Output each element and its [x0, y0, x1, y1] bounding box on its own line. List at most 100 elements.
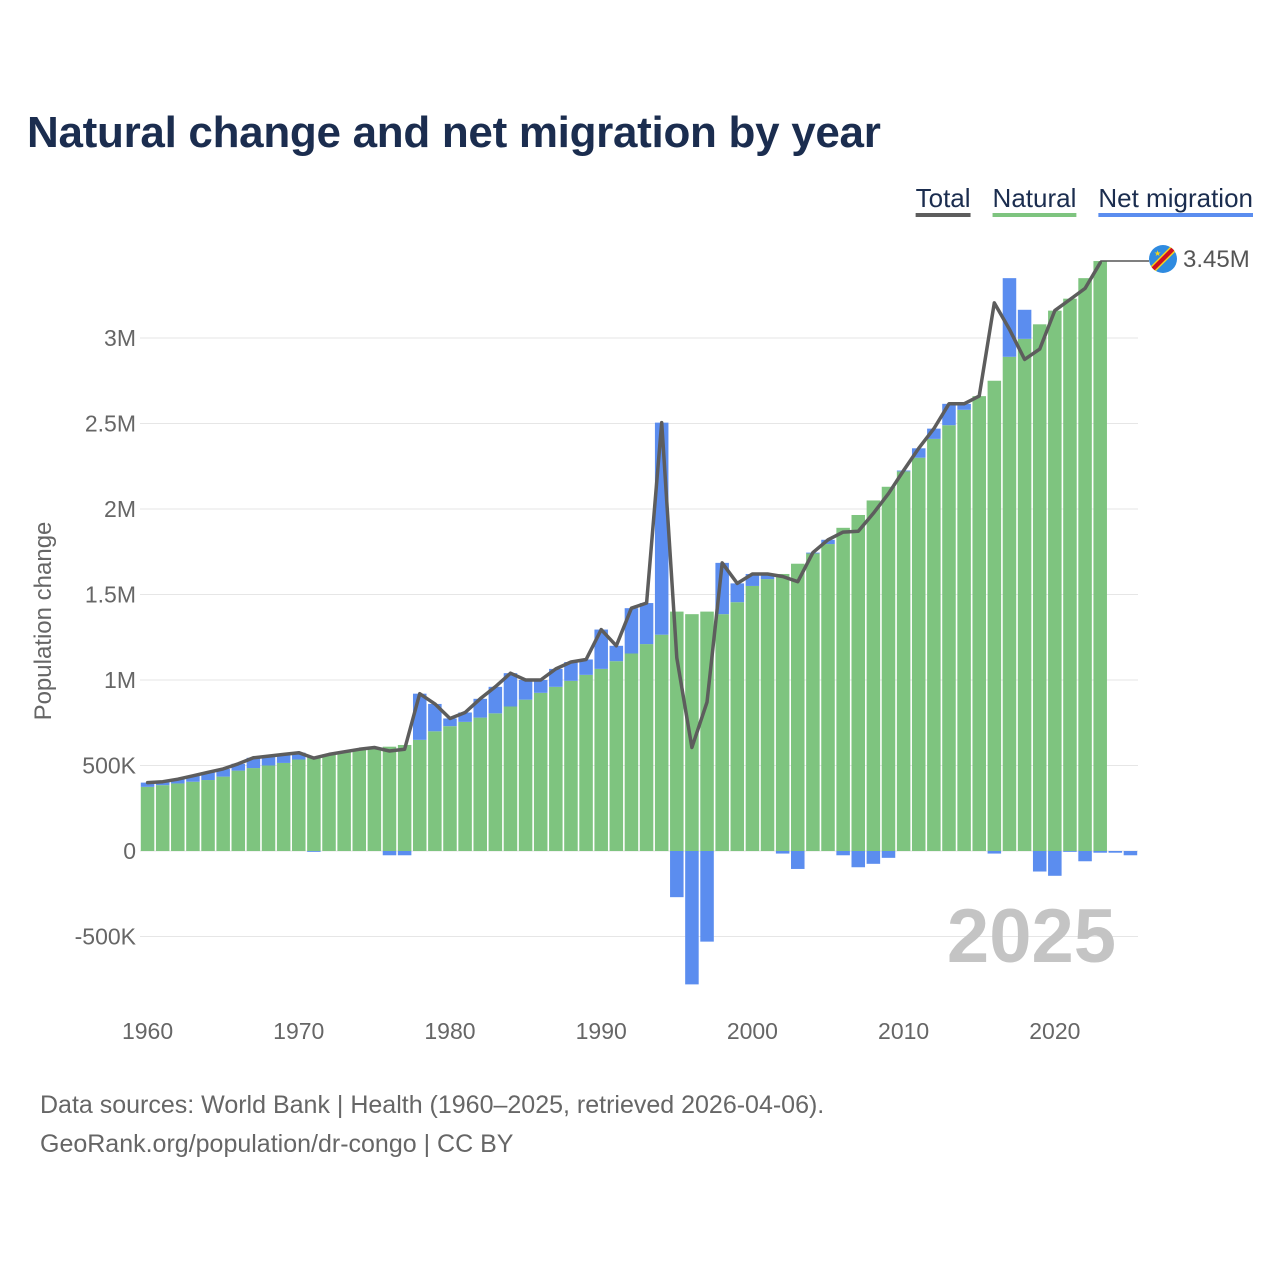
net-migration-bar[interactable] — [533, 680, 548, 693]
natural-bar[interactable] — [957, 409, 971, 851]
natural-bar[interactable] — [851, 514, 866, 851]
net-migration-bar[interactable] — [654, 422, 669, 635]
net-migration-bar[interactable] — [927, 428, 941, 439]
natural-bar[interactable] — [987, 380, 1002, 851]
natural-bar[interactable] — [564, 680, 578, 851]
net-migration-bar[interactable] — [1078, 851, 1092, 862]
natural-bar[interactable] — [1048, 310, 1062, 851]
natural-bar[interactable] — [927, 438, 941, 851]
natural-bar[interactable] — [276, 762, 291, 851]
natural-bar[interactable] — [533, 692, 548, 851]
sources-line-2[interactable]: GeoRank.org/population/dr-congo | CC BY — [40, 1130, 514, 1158]
natural-bar[interactable] — [216, 776, 230, 851]
natural-bar[interactable] — [866, 500, 881, 851]
natural-bar[interactable] — [760, 579, 775, 851]
natural-bar[interactable] — [775, 573, 790, 851]
natural-bar[interactable] — [579, 674, 593, 851]
net-migration-bar[interactable] — [670, 851, 684, 898]
natural-bar[interactable] — [337, 751, 351, 851]
natural-bar[interactable] — [292, 759, 306, 851]
net-migration-bar[interactable] — [155, 781, 170, 786]
net-migration-bar[interactable] — [261, 756, 276, 766]
net-migration-bar[interactable] — [382, 851, 397, 856]
natural-bar[interactable] — [322, 754, 336, 851]
net-migration-bar[interactable] — [307, 851, 321, 852]
natural-bar[interactable] — [972, 396, 986, 851]
natural-bar[interactable] — [367, 747, 382, 851]
net-migration-bar[interactable] — [881, 851, 896, 858]
natural-bar[interactable] — [231, 770, 246, 851]
natural-bar[interactable] — [473, 717, 487, 851]
net-migration-bar[interactable] — [397, 851, 412, 856]
natural-bar[interactable] — [397, 744, 412, 851]
net-migration-bar[interactable] — [216, 768, 230, 777]
natural-bar[interactable] — [201, 780, 215, 851]
natural-bar[interactable] — [654, 634, 669, 851]
natural-bar[interactable] — [155, 785, 170, 851]
net-migration-bar[interactable] — [609, 645, 624, 662]
net-migration-bar[interactable] — [503, 673, 518, 707]
legend-item-natural[interactable]: Natural — [993, 183, 1077, 213]
net-migration-bar[interactable] — [201, 772, 215, 781]
net-migration-bar[interactable] — [458, 712, 472, 722]
natural-bar[interactable] — [609, 661, 624, 851]
natural-bar[interactable] — [730, 602, 745, 851]
net-migration-bar[interactable] — [579, 659, 593, 675]
natural-bar[interactable] — [911, 457, 926, 851]
net-migration-bar[interactable] — [564, 662, 578, 681]
natural-bar[interactable] — [246, 768, 261, 851]
net-migration-bar[interactable] — [987, 851, 1002, 854]
natural-bar[interactable] — [624, 653, 639, 851]
natural-bar[interactable] — [942, 425, 956, 851]
natural-bar[interactable] — [382, 746, 397, 851]
net-migration-bar[interactable] — [1017, 309, 1032, 339]
net-migration-bar[interactable] — [745, 573, 760, 586]
natural-bar[interactable] — [186, 781, 200, 851]
net-migration-bar[interactable] — [443, 718, 457, 727]
natural-bar[interactable] — [412, 739, 427, 851]
net-migration-bar[interactable] — [775, 851, 790, 854]
net-migration-bar[interactable] — [140, 782, 155, 787]
natural-bar[interactable] — [1078, 278, 1092, 851]
net-migration-bar[interactable] — [171, 779, 185, 784]
natural-bar[interactable] — [594, 668, 608, 851]
net-migration-bar[interactable] — [685, 851, 699, 985]
natural-bar[interactable] — [685, 614, 699, 851]
natural-bar[interactable] — [428, 731, 442, 851]
net-migration-bar[interactable] — [866, 851, 881, 864]
net-migration-bar[interactable] — [836, 851, 850, 856]
natural-bar[interactable] — [881, 486, 896, 851]
natural-bar[interactable] — [1063, 298, 1077, 851]
natural-bar[interactable] — [745, 585, 760, 851]
net-migration-bar[interactable] — [488, 686, 503, 714]
natural-bar[interactable] — [791, 563, 805, 851]
net-migration-bar[interactable] — [292, 752, 306, 760]
net-migration-bar[interactable] — [911, 448, 926, 458]
natural-bar[interactable] — [821, 544, 835, 851]
natural-bar[interactable] — [1017, 338, 1032, 852]
net-migration-bar[interactable] — [700, 851, 714, 942]
natural-bar[interactable] — [140, 786, 155, 851]
natural-bar[interactable] — [307, 757, 321, 851]
net-migration-bar[interactable] — [186, 775, 200, 782]
natural-bar[interactable] — [443, 726, 457, 851]
net-migration-bar[interactable] — [1048, 851, 1062, 876]
net-migration-bar[interactable] — [1002, 278, 1017, 357]
natural-bar[interactable] — [352, 749, 367, 851]
net-migration-bar[interactable] — [639, 603, 654, 645]
net-migration-bar[interactable] — [1063, 851, 1077, 852]
net-migration-bar[interactable] — [246, 757, 261, 769]
net-migration-bar[interactable] — [851, 851, 866, 868]
legend-item-total[interactable]: Total — [916, 183, 971, 213]
natural-bar[interactable] — [549, 686, 563, 851]
natural-bar[interactable] — [518, 699, 533, 851]
net-migration-bar[interactable] — [624, 608, 639, 654]
natural-bar[interactable] — [503, 706, 518, 851]
total-line[interactable] — [145, 261, 1102, 785]
natural-bar[interactable] — [1002, 356, 1017, 851]
net-migration-bar[interactable] — [1123, 851, 1138, 856]
natural-bar[interactable] — [715, 614, 729, 851]
natural-bar[interactable] — [836, 527, 850, 851]
net-migration-bar[interactable] — [276, 754, 291, 763]
net-migration-bar[interactable] — [1093, 851, 1107, 853]
